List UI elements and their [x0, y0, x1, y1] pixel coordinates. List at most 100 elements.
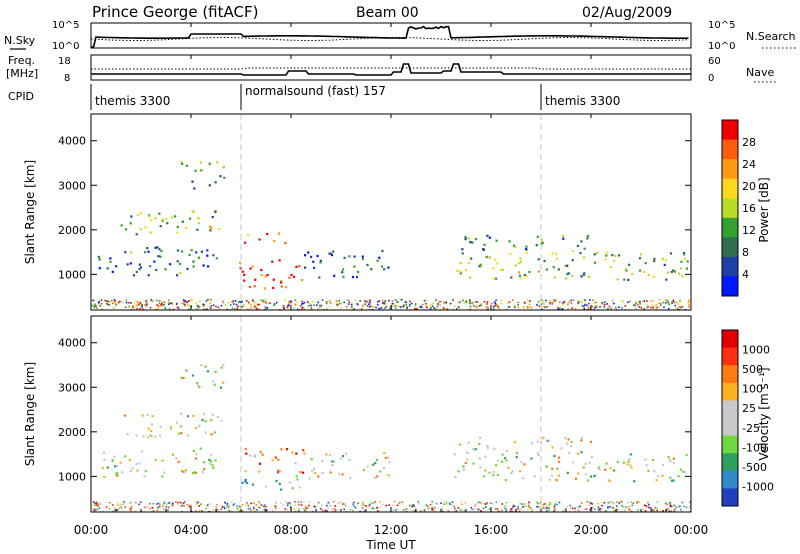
range-cell	[581, 305, 584, 307]
range-cell	[243, 279, 246, 282]
range-cell	[453, 305, 456, 307]
range-cell	[557, 306, 559, 309]
range-cell	[140, 450, 143, 453]
range-cell	[688, 304, 690, 306]
range-cell	[275, 301, 278, 304]
range-cell	[552, 299, 555, 301]
range-cell	[363, 509, 366, 511]
range-cell	[580, 301, 583, 303]
range-cell	[405, 304, 408, 306]
range-cell	[135, 270, 138, 274]
range-cell	[644, 262, 647, 265]
range-cell	[198, 385, 201, 389]
range-cell	[567, 308, 569, 310]
range-cell	[630, 510, 633, 512]
range-cell	[425, 504, 428, 506]
range-cell	[170, 302, 173, 305]
range-cell	[290, 300, 292, 302]
range-cell	[294, 501, 296, 503]
y-tick-label: 2000	[58, 224, 86, 237]
range-cell	[222, 364, 225, 367]
range-cell	[319, 306, 321, 308]
range-cell	[482, 475, 486, 478]
range-cell	[583, 272, 586, 275]
range-cell	[325, 301, 327, 303]
range-cell	[264, 301, 267, 304]
range-cell	[643, 308, 645, 310]
range-cell	[669, 506, 672, 508]
power-colorbar-label: Power [dB]	[757, 177, 771, 242]
range-cell	[558, 456, 561, 459]
y-tick-label: 3000	[58, 179, 86, 192]
range-cell	[469, 308, 472, 310]
range-cell	[523, 302, 526, 304]
range-cell	[652, 307, 654, 309]
range-cell	[157, 502, 160, 505]
range-cell	[477, 501, 480, 504]
time-axis-label: Time UT	[365, 538, 416, 552]
range-cell	[241, 510, 244, 512]
range-cell	[594, 301, 597, 304]
range-cell	[553, 510, 555, 512]
range-cell	[382, 466, 385, 470]
range-cell	[161, 304, 163, 307]
range-cell	[363, 510, 366, 512]
range-cell	[501, 453, 504, 456]
range-cell	[341, 271, 344, 274]
nave-label: Nave	[746, 66, 774, 79]
range-cell	[173, 308, 175, 310]
range-cell	[139, 266, 143, 269]
range-cell	[128, 305, 131, 308]
range-cell	[123, 414, 126, 417]
range-cell	[317, 501, 320, 504]
range-cell	[160, 249, 163, 253]
range-cell	[325, 302, 328, 305]
range-cell	[146, 247, 149, 250]
range-cell	[484, 503, 486, 505]
range-cell	[646, 307, 648, 309]
range-cell	[486, 445, 489, 448]
range-cell	[186, 303, 189, 306]
range-cell	[479, 466, 482, 469]
range-cell	[562, 303, 564, 306]
range-cell	[500, 268, 503, 271]
range-cell	[236, 308, 239, 310]
range-cell	[328, 300, 331, 302]
range-cell	[528, 506, 530, 509]
range-cell	[158, 212, 161, 215]
range-cell	[230, 510, 233, 512]
range-cell	[525, 251, 528, 254]
range-cell	[327, 507, 329, 509]
range-cell	[131, 467, 134, 470]
range-cell	[168, 299, 170, 301]
range-cell	[255, 308, 258, 310]
range-cell	[580, 275, 583, 278]
range-cell	[106, 303, 108, 305]
range-cell	[129, 251, 133, 254]
range-cell	[252, 300, 254, 302]
range-cell	[162, 303, 164, 306]
range-cell	[636, 501, 638, 503]
range-cell	[238, 505, 241, 508]
range-cell	[469, 241, 472, 244]
range-cell	[301, 306, 304, 309]
range-cell	[319, 261, 322, 264]
range-cell	[633, 480, 636, 483]
range-cell	[273, 303, 276, 305]
y-tick-label: 4000	[58, 135, 86, 148]
range-cell	[220, 304, 223, 307]
range-cell	[460, 509, 462, 512]
range-cell	[475, 301, 477, 303]
range-cell	[445, 501, 447, 503]
range-cell	[285, 448, 289, 451]
cpid-label: CPID	[8, 90, 34, 103]
range-cell	[631, 504, 634, 507]
range-cell	[372, 463, 375, 466]
range-cell	[525, 248, 528, 251]
range-cell	[678, 306, 681, 308]
range-cell	[616, 460, 619, 464]
range-cell	[326, 510, 328, 512]
range-cell	[195, 503, 198, 505]
range-cell	[469, 300, 471, 302]
range-cell	[590, 455, 594, 458]
